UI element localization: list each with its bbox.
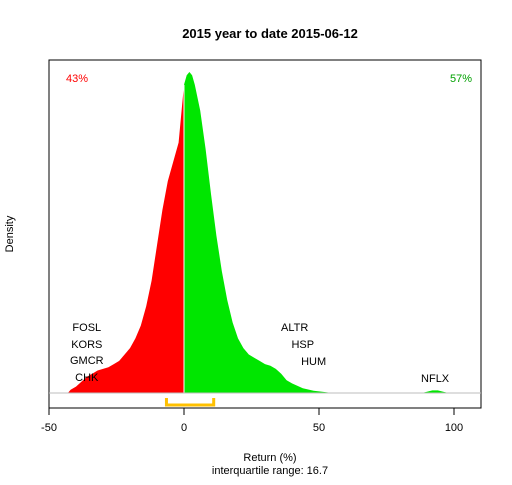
ticker-label-kors: KORS bbox=[71, 339, 102, 351]
x-tick-label--50: -50 bbox=[41, 422, 57, 434]
interquartile-bracket bbox=[164, 398, 216, 407]
plot-frame bbox=[48, 59, 482, 409]
chart-title: 2015 year to date 2015-06-12 bbox=[182, 26, 358, 41]
ticker-label-fosl: FOSL bbox=[72, 322, 101, 334]
ticker-label-layer: FOSL KORS GMCR CHK ALTR HSP HUM NFLX bbox=[70, 322, 450, 385]
percent-above-zero: 57% bbox=[450, 73, 472, 85]
x-tick-label-0: 0 bbox=[181, 422, 187, 434]
y-axis-label: Density bbox=[4, 215, 16, 252]
plot-area: FOSL KORS GMCR CHK ALTR HSP HUM NFLX 43% 57% bbox=[48, 59, 482, 409]
density-positive-area bbox=[184, 72, 449, 393]
ticker-label-altr: ALTR bbox=[281, 322, 308, 334]
interquartile-bracket-line bbox=[164, 398, 216, 407]
ticker-label-nflx: NFLX bbox=[421, 373, 450, 385]
ticker-label-gmcr: GMCR bbox=[70, 355, 104, 367]
x-axis: -50 0 50 100 bbox=[41, 407, 463, 434]
x-tick-label-100: 100 bbox=[445, 422, 463, 434]
x-axis-label: Return (%) bbox=[243, 452, 296, 464]
ticker-label-hsp: HSP bbox=[291, 339, 314, 351]
ticker-label-chk: CHK bbox=[75, 372, 99, 384]
x-axis-subtitle: interquartile range: 16.7 bbox=[212, 465, 328, 477]
x-tick-label-50: 50 bbox=[313, 422, 325, 434]
ticker-label-hum: HUM bbox=[301, 356, 326, 368]
percent-below-zero: 43% bbox=[66, 73, 88, 85]
density-negative-area bbox=[67, 84, 184, 394]
density-layer bbox=[67, 72, 449, 394]
